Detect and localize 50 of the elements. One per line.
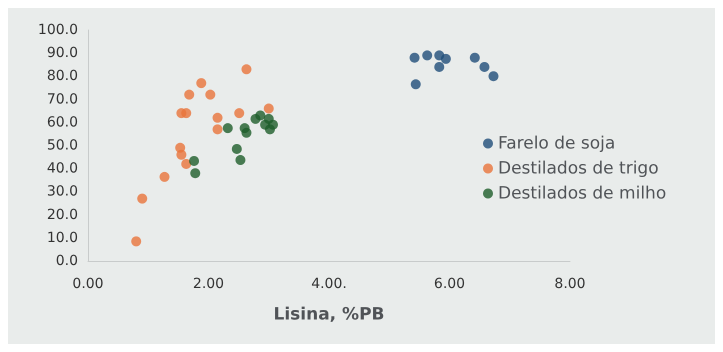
point bbox=[264, 104, 274, 114]
point bbox=[176, 150, 186, 160]
point bbox=[189, 156, 200, 166]
y-tick-label: 30.0 bbox=[46, 184, 78, 200]
point bbox=[160, 172, 170, 182]
point bbox=[181, 158, 192, 169]
point bbox=[190, 168, 200, 178]
y-tick-label: 90.0 bbox=[46, 45, 78, 62]
y-tick-label: 0.0 bbox=[56, 253, 78, 269]
x-tick-label: 4.00. bbox=[311, 276, 347, 292]
point bbox=[241, 64, 252, 74]
point bbox=[234, 108, 244, 118]
legend-label: Destilados de milho bbox=[498, 184, 666, 204]
point bbox=[222, 123, 233, 134]
point bbox=[131, 236, 142, 246]
x-tick-label: 8.00 bbox=[554, 276, 586, 292]
y-tick-label: 100.0 bbox=[38, 22, 78, 38]
point bbox=[488, 71, 498, 82]
point bbox=[440, 54, 451, 64]
y-tick-label: 20.0 bbox=[46, 206, 78, 223]
point bbox=[434, 62, 444, 72]
y-tick-label: 80.0 bbox=[46, 68, 78, 84]
point bbox=[264, 124, 275, 134]
x-tick-label: 2.00 bbox=[192, 276, 224, 292]
point bbox=[232, 144, 242, 154]
point bbox=[212, 124, 223, 134]
y-tick-label: 50.0 bbox=[46, 138, 78, 154]
point bbox=[212, 112, 223, 123]
x-tick-label: 0.00 bbox=[72, 276, 104, 292]
legend-label: Destilados de trigo bbox=[498, 158, 659, 178]
point bbox=[410, 52, 420, 63]
y-tick-label: 40.0 bbox=[46, 160, 78, 177]
y-tick-label: 70.0 bbox=[46, 91, 78, 108]
point bbox=[410, 79, 421, 90]
point bbox=[181, 108, 192, 118]
point bbox=[255, 110, 266, 120]
point bbox=[479, 62, 490, 72]
point bbox=[235, 155, 246, 166]
point bbox=[205, 90, 216, 100]
y-tick-label: 10.0 bbox=[46, 230, 78, 246]
point bbox=[422, 50, 432, 60]
point bbox=[137, 194, 148, 204]
point bbox=[241, 128, 252, 138]
x-tick-label: 6.00 bbox=[434, 276, 466, 292]
legend-label: Farelo de soja bbox=[498, 134, 616, 154]
point bbox=[184, 90, 194, 100]
x-axis-title: Lisina, %PB bbox=[273, 304, 385, 324]
point bbox=[196, 78, 206, 88]
point bbox=[470, 52, 480, 63]
y-tick-label: 60.0 bbox=[46, 114, 78, 130]
